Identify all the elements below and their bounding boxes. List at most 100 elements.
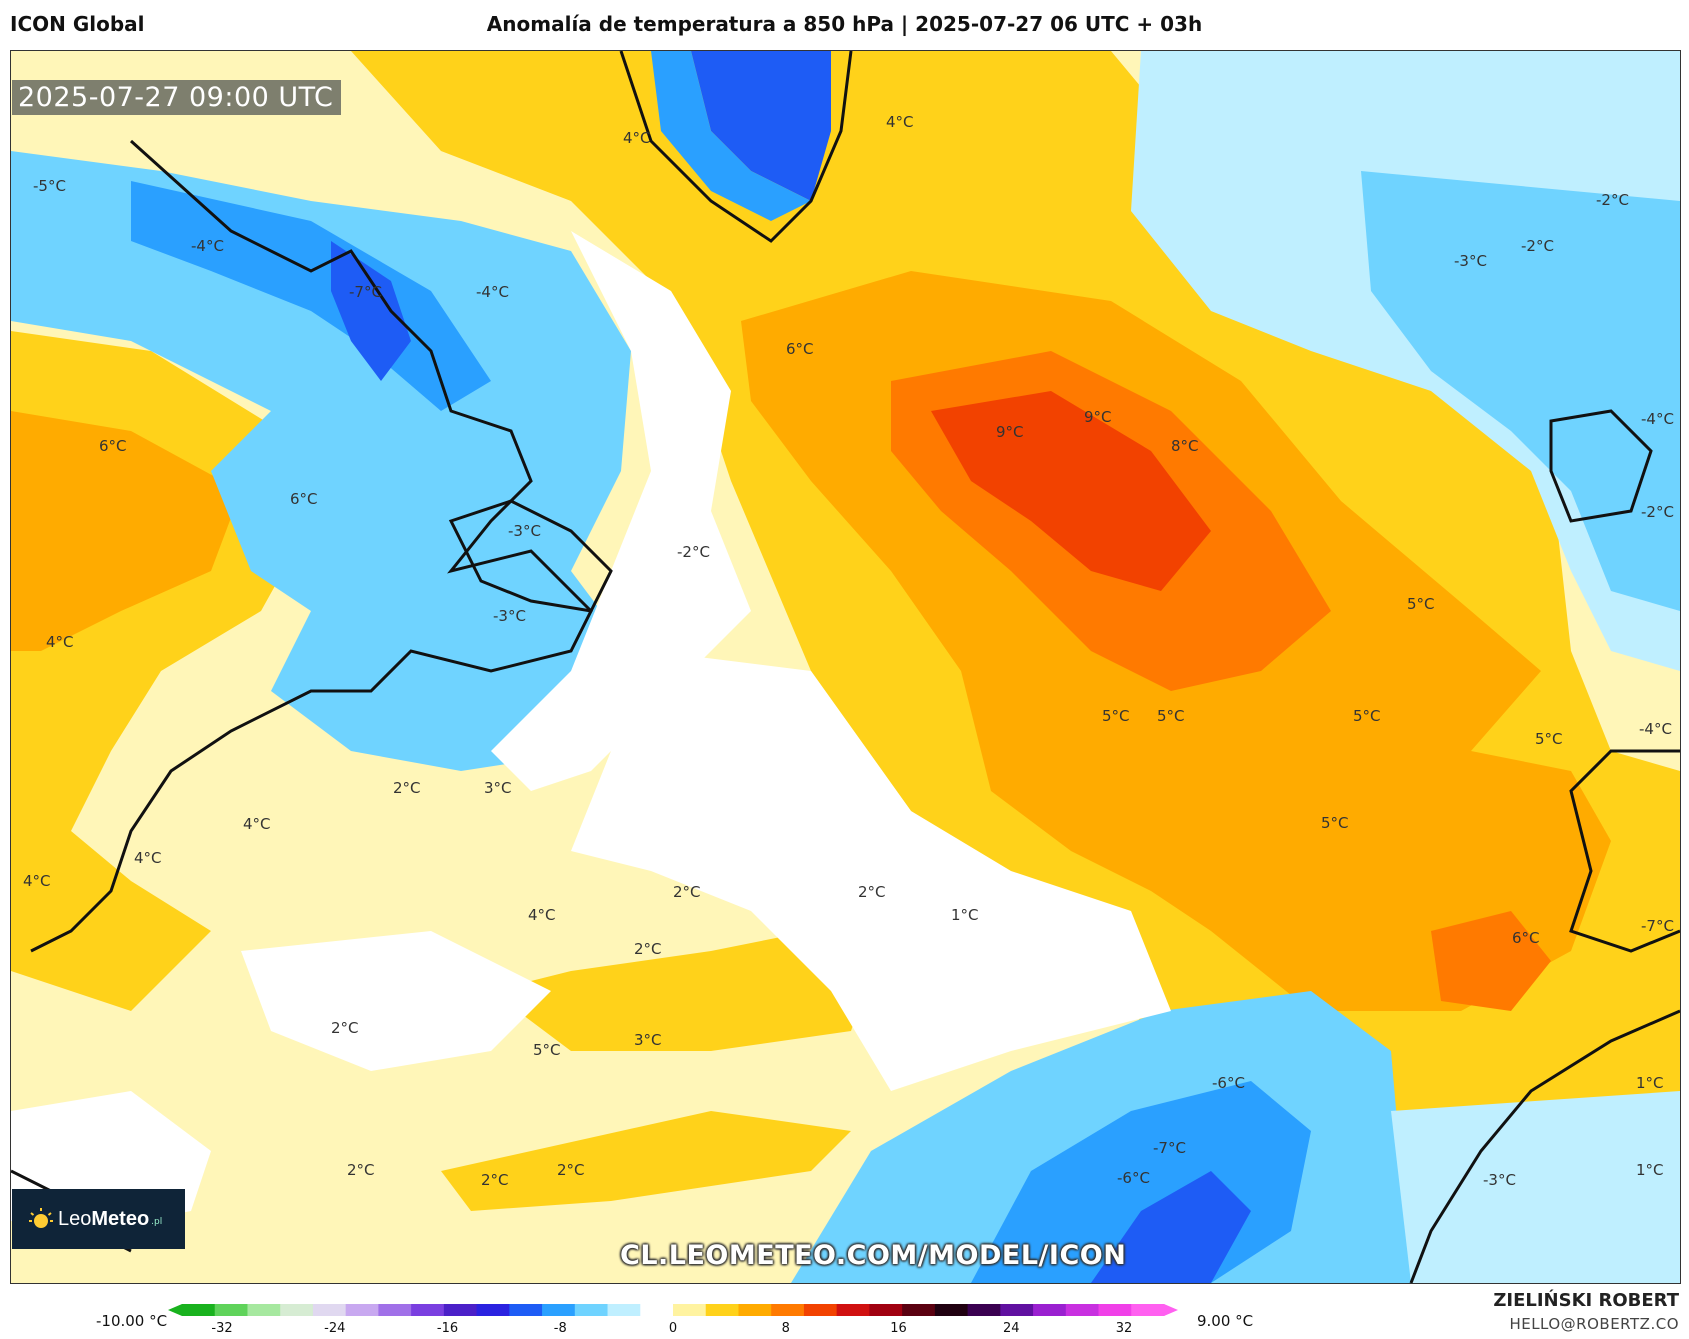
map-title: Anomalía de temperatura a 850 hPa | 2025… xyxy=(486,12,1203,36)
label-temp: 9°C xyxy=(1084,408,1112,426)
label-temp: -3°C xyxy=(1483,1171,1516,1189)
label-temp: -5°C xyxy=(33,177,66,195)
cool-greenland xyxy=(651,51,811,221)
label-temp: -3°C xyxy=(508,522,541,540)
label-temp: 5°C xyxy=(1407,595,1435,613)
neutral-south xyxy=(241,931,551,1071)
author-email[interactable]: HELLO@ROBERTZ.CO xyxy=(1509,1315,1679,1333)
colorbar-swatch xyxy=(738,1304,772,1316)
cold-core-south xyxy=(1091,1171,1251,1283)
colorbar-tick-label: 0 xyxy=(669,1321,677,1336)
map-canvas: -5°C -4°C -7°C -4°C 4°C 4°C 6°C 6°C 6°C … xyxy=(11,51,1680,1283)
hottest-region xyxy=(931,391,1211,591)
colorbar-swatch xyxy=(345,1304,379,1316)
colorbar-tick-label: 32 xyxy=(1116,1321,1133,1336)
colorbar-swatches xyxy=(168,1304,1178,1316)
colorbar-swatch xyxy=(836,1304,870,1316)
colorbar-swatch xyxy=(705,1304,739,1316)
label-temp: 2°C xyxy=(634,940,662,958)
sun-icon xyxy=(29,1208,53,1228)
label-temp: -2°C xyxy=(1521,237,1554,255)
label-temp: 3°C xyxy=(484,779,512,797)
logo-text-suffix: .pl xyxy=(151,1217,163,1227)
colorbar-swatch xyxy=(443,1304,478,1316)
label-temp: 3°C xyxy=(634,1031,662,1049)
neutral-mid xyxy=(571,651,1171,1091)
colorbar-tick-label: 8 xyxy=(782,1321,790,1336)
colorbar-max-arrow xyxy=(1164,1304,1178,1316)
label-temp: 5°C xyxy=(1535,730,1563,748)
cool-labrador xyxy=(11,151,631,771)
label-temp: -4°C xyxy=(476,283,509,301)
colorbar-swatch xyxy=(214,1304,248,1316)
colorbar-swatch xyxy=(967,1304,1001,1316)
label-temp: 9°C xyxy=(996,423,1024,441)
legend-max-value: 9.00 °C xyxy=(1197,1312,1254,1330)
label-temp: 4°C xyxy=(134,849,162,867)
legend-min-value: -10.00 °C xyxy=(96,1312,168,1330)
label-temp: -4°C xyxy=(1639,720,1672,738)
label-temp: 4°C xyxy=(46,633,74,651)
label-temp: -3°C xyxy=(1454,252,1487,270)
hot-spain xyxy=(1431,911,1551,1011)
logo-text-leo: Leo xyxy=(58,1207,92,1230)
colorbar-tick-label: -16 xyxy=(437,1321,458,1336)
colorbar-swatch xyxy=(182,1304,216,1316)
label-temp: 5°C xyxy=(1102,707,1130,725)
cold-core-labrador xyxy=(331,241,411,381)
label-temp: 5°C xyxy=(533,1041,561,1059)
label-temp: 2°C xyxy=(331,1019,359,1037)
leometeo-logo[interactable]: Leo Meteo .pl xyxy=(12,1189,185,1249)
colorbar-swatch xyxy=(312,1304,347,1316)
coastline-labrador xyxy=(30,139,593,953)
label-temp: 2°C xyxy=(858,883,886,901)
label-temp: -2°C xyxy=(1596,191,1629,209)
colorbar-swatch xyxy=(542,1304,576,1316)
label-temp: 5°C xyxy=(1157,707,1185,725)
label-temp: -7°C xyxy=(1153,1139,1186,1157)
label-temp: 2°C xyxy=(393,779,421,797)
colorbar-swatch xyxy=(902,1304,936,1316)
colorbar-swatch xyxy=(1098,1304,1132,1316)
label-temp: 5°C xyxy=(1321,814,1349,832)
cold-east xyxy=(1361,171,1680,611)
colorbar-swatch xyxy=(247,1304,281,1316)
colorbar-tick-label: 24 xyxy=(1003,1321,1020,1336)
warm-mid xyxy=(491,931,871,1051)
coastline-africa xyxy=(1409,1009,1680,1283)
url-watermark: CL.LEOMETEO.COM/MODEL/ICON xyxy=(620,1240,1127,1271)
label-temp: 4°C xyxy=(623,129,651,147)
coastline-newfoundland xyxy=(448,499,613,613)
label-temp: 2°C xyxy=(481,1171,509,1189)
colorbar-tick-label: -8 xyxy=(554,1321,567,1336)
colorbar-swatch xyxy=(411,1304,445,1316)
label-temp: 4°C xyxy=(886,113,914,131)
colorbar-tick-label: -24 xyxy=(324,1321,345,1336)
label-temp: -3°C xyxy=(493,607,526,625)
colorbar-swatch xyxy=(1000,1304,1034,1316)
colorbar-swatch xyxy=(640,1304,674,1316)
colorbar-swatch xyxy=(607,1304,641,1316)
colorbar-swatch xyxy=(378,1304,412,1316)
colorbar-swatch xyxy=(934,1304,969,1316)
colorbar-swatch xyxy=(1131,1304,1165,1316)
cool-africa xyxy=(1391,1091,1680,1283)
label-temp: 8°C xyxy=(1171,437,1199,455)
temperature-anomaly-map[interactable]: -5°C -4°C -7°C -4°C 4°C 4°C 6°C 6°C 6°C … xyxy=(10,50,1681,1284)
label-temp: -2°C xyxy=(1641,503,1674,521)
label-temp: -7°C xyxy=(1641,917,1674,935)
colorbar-swatch xyxy=(509,1304,543,1316)
label-temp: -6°C xyxy=(1117,1169,1150,1187)
warmer-west xyxy=(11,411,241,651)
colorbar-swatch xyxy=(673,1304,707,1316)
label-temp: 6°C xyxy=(290,490,318,508)
author-credit: ZIELIŃSKI ROBERT xyxy=(1493,1290,1679,1311)
label-temp: 4°C xyxy=(528,906,556,924)
label-temp: 2°C xyxy=(673,883,701,901)
cold-greenland xyxy=(691,51,831,201)
colorbar: -32 -24 -16 -8 0 8 16 24 32 xyxy=(168,1304,1178,1336)
label-temp: 1°C xyxy=(1636,1161,1664,1179)
colorbar-swatch xyxy=(803,1304,838,1316)
colorbar-swatch xyxy=(1065,1304,1100,1316)
label-temp: 1°C xyxy=(1636,1074,1664,1092)
